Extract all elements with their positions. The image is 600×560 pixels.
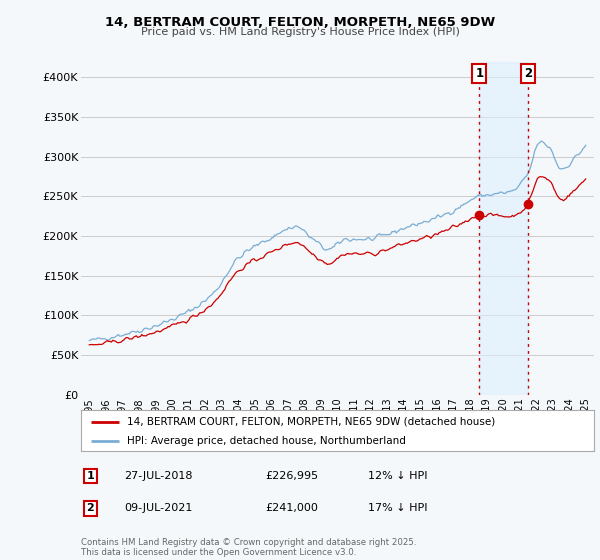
Text: 2: 2 <box>524 67 532 80</box>
Text: £241,000: £241,000 <box>266 503 319 513</box>
Text: £226,995: £226,995 <box>266 471 319 481</box>
Text: Price paid vs. HM Land Registry's House Price Index (HPI): Price paid vs. HM Land Registry's House … <box>140 27 460 38</box>
Bar <box>479 62 528 395</box>
Text: 14, BERTRAM COURT, FELTON, MORPETH, NE65 9DW (detached house): 14, BERTRAM COURT, FELTON, MORPETH, NE65… <box>127 417 496 427</box>
Text: 14, BERTRAM COURT, FELTON, MORPETH, NE65 9DW: 14, BERTRAM COURT, FELTON, MORPETH, NE65… <box>105 16 495 29</box>
Text: 12% ↓ HPI: 12% ↓ HPI <box>368 471 428 481</box>
Text: HPI: Average price, detached house, Northumberland: HPI: Average price, detached house, Nort… <box>127 436 406 446</box>
Text: 1: 1 <box>86 471 94 481</box>
Text: 27-JUL-2018: 27-JUL-2018 <box>125 471 193 481</box>
Text: 2: 2 <box>86 503 94 513</box>
Text: Contains HM Land Registry data © Crown copyright and database right 2025.
This d: Contains HM Land Registry data © Crown c… <box>81 538 416 557</box>
Text: 09-JUL-2021: 09-JUL-2021 <box>125 503 193 513</box>
Text: 1: 1 <box>475 67 484 80</box>
Text: 17% ↓ HPI: 17% ↓ HPI <box>368 503 428 513</box>
